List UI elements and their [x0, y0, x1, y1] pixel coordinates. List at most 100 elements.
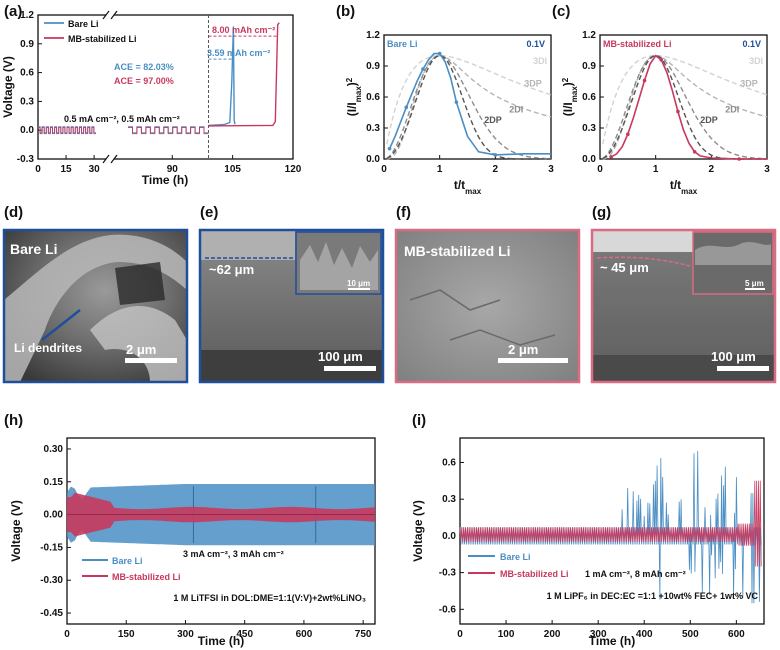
- experimental-point: [493, 153, 498, 157]
- panel-e-letter: (e): [200, 204, 218, 221]
- condition-label: 1 mA cm⁻², 8 mAh cm⁻²: [585, 569, 686, 579]
- sem-frame-f: [394, 228, 581, 384]
- experimental-point: [404, 105, 409, 110]
- x-tick-label: 1: [437, 164, 443, 175]
- capacity-label-bare: 3.59 mAh cm⁻²: [207, 48, 270, 58]
- y-tick-label: 0.3: [366, 123, 380, 134]
- thickness-label-e: ~62 μm: [209, 262, 254, 277]
- sem-frame-g: [590, 228, 777, 384]
- sem-inset-texture: [300, 242, 378, 290]
- x-tick-label: 105: [224, 164, 241, 175]
- x-tick-label: 2: [709, 164, 715, 175]
- thickness-line-g: [596, 256, 691, 267]
- x-tick-label: 450: [236, 629, 253, 640]
- y-tick-label: 0.6: [366, 92, 380, 103]
- model-curve-3DI: [386, 54, 552, 145]
- y-tick-label: 0.6: [582, 92, 596, 103]
- legend-label-mb: MB-stabilized Li: [112, 572, 181, 582]
- model-curve-3DP: [602, 54, 768, 160]
- model-label: 3DI: [533, 56, 547, 66]
- electrolyte-label: 1 M LiTFSI in DOL:DME=1:1(V:V)+2wt%LiNO₃: [173, 593, 366, 603]
- y-tick-label: 0.0: [582, 154, 596, 165]
- experimental-point: [692, 149, 697, 154]
- panel-i-letter: (i): [412, 412, 426, 429]
- scale-bar-g: [717, 366, 769, 371]
- x-tick-label: 150: [118, 629, 135, 640]
- y-axis-label-part: max: [570, 86, 579, 103]
- model-label: 2DI: [509, 105, 523, 115]
- axis-break-gap: [106, 11, 114, 19]
- experimental-point: [626, 132, 630, 136]
- y-axis-label-part: ): [561, 82, 575, 86]
- dendrite-pointer: [41, 309, 81, 341]
- model-curve-2DI: [386, 54, 552, 160]
- axis-break-mark: [102, 154, 110, 164]
- model-curve-2DI: [602, 54, 768, 160]
- x-tick-label: 500: [682, 629, 699, 640]
- sem-image-f: [396, 230, 579, 382]
- electrolyte-label: 1 M LiPF₆ in DEC:EC =1:1 +10wt% FEC+ 1wt…: [547, 591, 759, 601]
- y-tick-label: 0.3: [582, 123, 596, 134]
- panel-e: (e) ~62 μm 10 μm 100 μm: [198, 204, 385, 384]
- panel-d: (d) Bare Li Li dendrites 2 μm: [2, 204, 189, 384]
- experimental-point: [737, 157, 741, 161]
- scale-label-e: 100 μm: [318, 349, 363, 364]
- x-tick-label: 0: [64, 629, 70, 640]
- x-tick-label: 0: [381, 164, 387, 175]
- experimental-point: [421, 67, 425, 71]
- x-tick-label: 300: [590, 629, 607, 640]
- series-mb-strip: [208, 22, 280, 127]
- surface-crack: [409, 289, 501, 311]
- legend-label-bare: Bare Li: [68, 19, 99, 29]
- x-tick-label: 3: [548, 164, 554, 175]
- legend-label-mb: MB-stabilized Li: [500, 569, 569, 579]
- model-label: 2DI: [725, 105, 739, 115]
- experimental-curve: [388, 52, 551, 156]
- panel-c-letter: (c): [552, 3, 570, 20]
- x-tick-label: 30: [89, 164, 101, 175]
- surface-crack: [449, 329, 556, 346]
- scale-bar-e: [324, 366, 376, 371]
- panel-title: Bare Li: [387, 39, 418, 49]
- legend-label-bare: Bare Li: [500, 552, 531, 562]
- y-tick-label: 0.00: [44, 510, 64, 521]
- series-mb-trace: [459, 480, 762, 567]
- experimental-point: [454, 100, 459, 104]
- x-axis-label-part: max: [681, 187, 698, 196]
- dendrite-label: Li dendrites: [14, 341, 82, 355]
- x-axis-label-part: t/t: [670, 178, 681, 192]
- y-axis-label-part: max: [354, 86, 363, 103]
- y-tick-label: 0.6: [442, 457, 456, 468]
- y-tick-label: 1.2: [20, 10, 34, 21]
- condition-label: 3 mA cm⁻², 3 mAh cm⁻²: [183, 549, 284, 559]
- model-curve-2DP: [386, 54, 551, 160]
- experimental-curve: [610, 54, 767, 160]
- inset-scale-label-g: 5 μm: [745, 279, 764, 288]
- capacity-label-mb: 8.00 mAh cm⁻²: [212, 25, 275, 35]
- scale-bar-d: [125, 358, 177, 363]
- experimental-point: [642, 78, 647, 83]
- sem-inset-texture: [695, 242, 771, 265]
- y-axis-label: (I/Imax)2: [561, 77, 579, 116]
- sem-label-d: Bare Li: [10, 241, 57, 257]
- panel-g-letter: (g): [592, 204, 611, 221]
- y-tick-label: 0.3: [20, 96, 34, 107]
- x-tick-label: 3: [764, 164, 770, 175]
- model-label: 3DP: [740, 79, 758, 89]
- panel-a: (a) 0 15 30 90 105 120 -0.3 0.0 0.3 0.6 0.9 1.2 8.00 …: [1, 3, 302, 187]
- model-curve-3DI: [602, 54, 768, 145]
- y-tick-label: -0.6: [439, 604, 457, 615]
- series-mb-cycling: [128, 127, 209, 134]
- y-tick-label: 1.2: [582, 30, 596, 41]
- x-tick-label: 300: [177, 629, 194, 640]
- y-tick-label: 0.0: [442, 531, 456, 542]
- plot-frame: [383, 34, 552, 160]
- y-tick-label: 0.0: [366, 154, 380, 165]
- model-label: 3DI: [749, 56, 763, 66]
- y-tick-label: -0.30: [40, 575, 63, 586]
- x-tick-label: 0: [35, 164, 41, 175]
- panel-f: (f) MB-stabilized Li 2 μm: [394, 204, 581, 384]
- inset-scale-label-e: 10 μm: [347, 279, 370, 288]
- condition-label: 0.1V: [742, 39, 761, 49]
- series-bare-trace: [459, 450, 762, 604]
